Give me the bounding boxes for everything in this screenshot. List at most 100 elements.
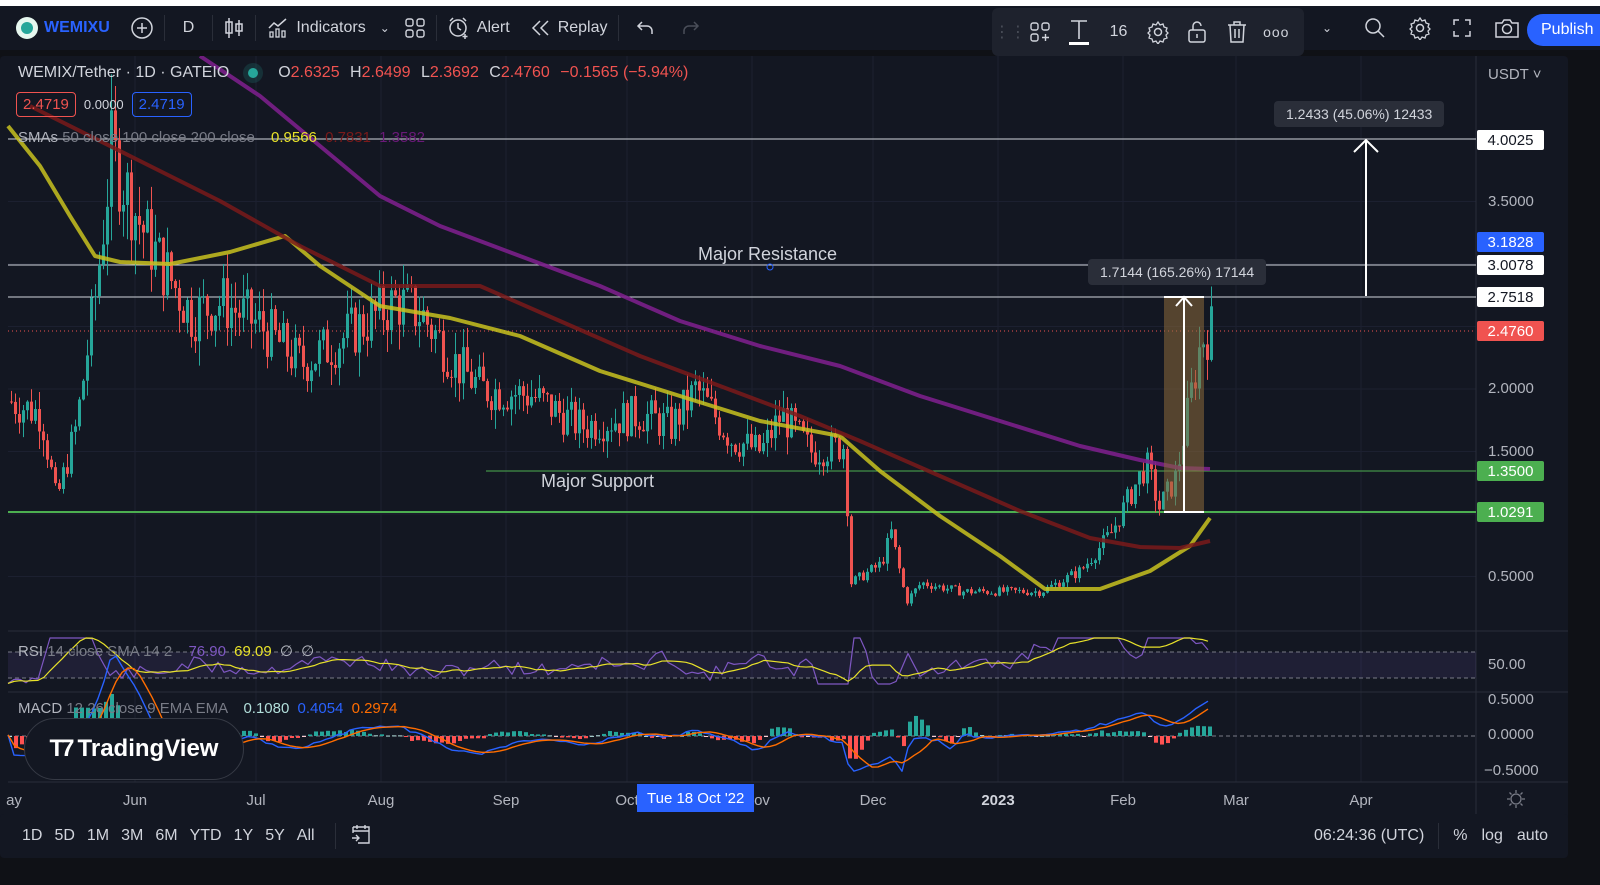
time-label: Feb [1110, 792, 1136, 809]
search-button[interactable] [1354, 6, 1396, 50]
alert-button[interactable]: Alert [437, 6, 520, 50]
macd-signal-value: 0.2974 [351, 700, 398, 717]
price-tag-4-0025: 4.0025 [1477, 130, 1544, 150]
candles-icon [225, 18, 244, 38]
chart-settings-button[interactable] [1398, 6, 1442, 50]
snapshot-button[interactable] [1484, 6, 1530, 50]
lock-button[interactable] [1178, 12, 1217, 52]
bottom-toolbar: 1D 5D 1M 3M 6M YTD 1Y 5Y All 06:24:36 (U… [0, 814, 1568, 858]
change-value: −0.1565 (−5.94%) [560, 64, 689, 81]
fullscreen-icon [1453, 19, 1471, 37]
high-key: H [350, 64, 362, 81]
currency-selector[interactable]: USDT ˅ [1488, 66, 1542, 83]
gear-icon [1409, 16, 1431, 40]
templates-button[interactable] [1020, 12, 1059, 52]
timezone-clock[interactable]: 06:24:36 (UTC) [1314, 827, 1425, 844]
chart-pane[interactable]: WEMIX/Tether · 1D · GATEIO O2.6325 H2.64… [0, 56, 1568, 856]
low-key: L [421, 64, 430, 81]
alarm-clock-icon [449, 17, 468, 39]
rsi-na-1: ∅ [279, 643, 293, 660]
delete-button[interactable] [1217, 12, 1256, 52]
fullscreen-button[interactable] [1442, 6, 1482, 50]
symbol-search-button[interactable]: WEMIXU [0, 6, 120, 50]
market-open-indicator [247, 67, 258, 78]
sell-price-button[interactable]: 2.4719 [16, 92, 76, 117]
redo-icon [682, 21, 699, 34]
range-1d[interactable]: 1D [22, 827, 43, 844]
price-chart-canvas[interactable] [0, 56, 1568, 856]
indicators-dropdown[interactable]: ⌄ [379, 21, 390, 35]
major-resistance-label[interactable]: Major Resistance [698, 244, 838, 264]
macd-tick: −0.5000 [1484, 762, 1539, 779]
buy-price-button[interactable]: 2.4719 [131, 92, 192, 117]
camera-icon [1495, 19, 1519, 38]
rsi-legend[interactable]: RSI 14 close SMA 14 2 76.90 69.09 ∅ ∅ [18, 642, 314, 660]
major-support-label[interactable]: Major Support [541, 471, 655, 491]
alert-label: Alert [476, 19, 510, 36]
symbol-name: WEMIXU [44, 19, 110, 36]
undo-icon [636, 21, 653, 34]
sun-gear-icon [1507, 790, 1525, 808]
rsi-sma-value: 69.09 [234, 643, 272, 660]
rewind-icon [531, 20, 549, 36]
range-5y[interactable]: 5Y [265, 827, 285, 844]
price-tag-3-0078: 3.0078 [1477, 255, 1544, 275]
macd-legend[interactable]: MACD 12 26 close 9 EMA EMA 0.1080 0.4054… [18, 700, 397, 717]
rsi-tick: 50.00 [1488, 656, 1526, 673]
divider [617, 15, 619, 41]
trash-icon [1227, 21, 1246, 43]
compare-symbol-button[interactable] [120, 6, 164, 50]
search-icon [1365, 18, 1385, 38]
redo-button[interactable] [671, 6, 711, 50]
font-size-button[interactable]: 16 [1109, 23, 1128, 40]
tradingview-app: WEMIXU D Indicators ⌄ Alert Replay [0, 6, 1600, 885]
tradingview-wordmark: TradingView [77, 735, 219, 762]
more-button[interactable]: ooo [1263, 24, 1290, 40]
range-1m[interactable]: 1M [86, 827, 110, 844]
indicators-label: Indicators [296, 19, 366, 36]
layout-button[interactable] [394, 6, 436, 50]
divider [163, 15, 165, 41]
indicators-icon [268, 18, 287, 38]
publish-button[interactable]: Publish [1527, 14, 1600, 46]
range-6m[interactable]: 6M [155, 827, 178, 844]
auto-scale-toggle[interactable]: auto [1516, 827, 1548, 844]
range-3m[interactable]: 3M [121, 827, 144, 844]
time-label: Mar [1223, 792, 1249, 809]
spread-value: 0.0000 [83, 97, 124, 112]
range-5d[interactable]: 5D [54, 827, 75, 844]
time-label: Sep [492, 792, 520, 809]
axis-settings-button[interactable] [1506, 789, 1526, 814]
percent-scale-toggle[interactable]: % [1453, 827, 1468, 844]
measure-upper-label: 1.2433 (45.06%) 12433 [1274, 101, 1445, 127]
text-color-button[interactable] [1059, 12, 1098, 52]
drawing-settings-button[interactable] [1138, 12, 1177, 52]
interval-button[interactable]: D [165, 6, 213, 50]
toolbar-collapse-button[interactable]: ⌄ [1322, 21, 1333, 35]
undo-button[interactable] [619, 6, 671, 50]
sma100-value: 0.7831 [325, 129, 371, 146]
close-value: 2.4760 [500, 64, 550, 81]
range-all[interactable]: All [296, 827, 315, 844]
goto-date-button[interactable] [350, 823, 372, 850]
replay-button[interactable]: Replay [520, 6, 618, 50]
range-ytd[interactable]: YTD [189, 827, 222, 844]
log-scale-toggle[interactable]: log [1481, 827, 1503, 844]
drag-handle[interactable]: ⋮⋮ [994, 24, 1026, 41]
open-value: 2.6325 [290, 64, 340, 81]
indicators-button[interactable]: Indicators [256, 6, 375, 50]
measure-lower-label: 1.7144 (165.26%) 17144 [1088, 259, 1267, 285]
range-1y[interactable]: 1Y [233, 827, 254, 844]
tradingview-logo[interactable]: T7 TradingView [24, 718, 244, 780]
macd-params: 12 26 close 9 EMA EMA [66, 700, 228, 717]
ohlc-values: O2.6325 H2.6499 L2.3692 C2.4760 −0.1565 … [272, 64, 688, 81]
high-value: 2.6499 [361, 64, 411, 81]
divider [212, 15, 214, 41]
calendar-goto-icon [351, 824, 370, 844]
sma-legend[interactable]: SMAs 50 close 100 close 200 close 0.9566… [18, 129, 425, 146]
drawing-floating-toolbar: ⋮⋮ 16 ooo [992, 8, 1304, 56]
chart-type-button[interactable] [213, 6, 255, 50]
rsi-params: 14 close SMA 14 2 [47, 643, 173, 660]
bottom-right-controls: 06:24:36 (UTC) % log auto [1314, 814, 1548, 858]
price-tick: 0.5000 [1488, 568, 1534, 585]
